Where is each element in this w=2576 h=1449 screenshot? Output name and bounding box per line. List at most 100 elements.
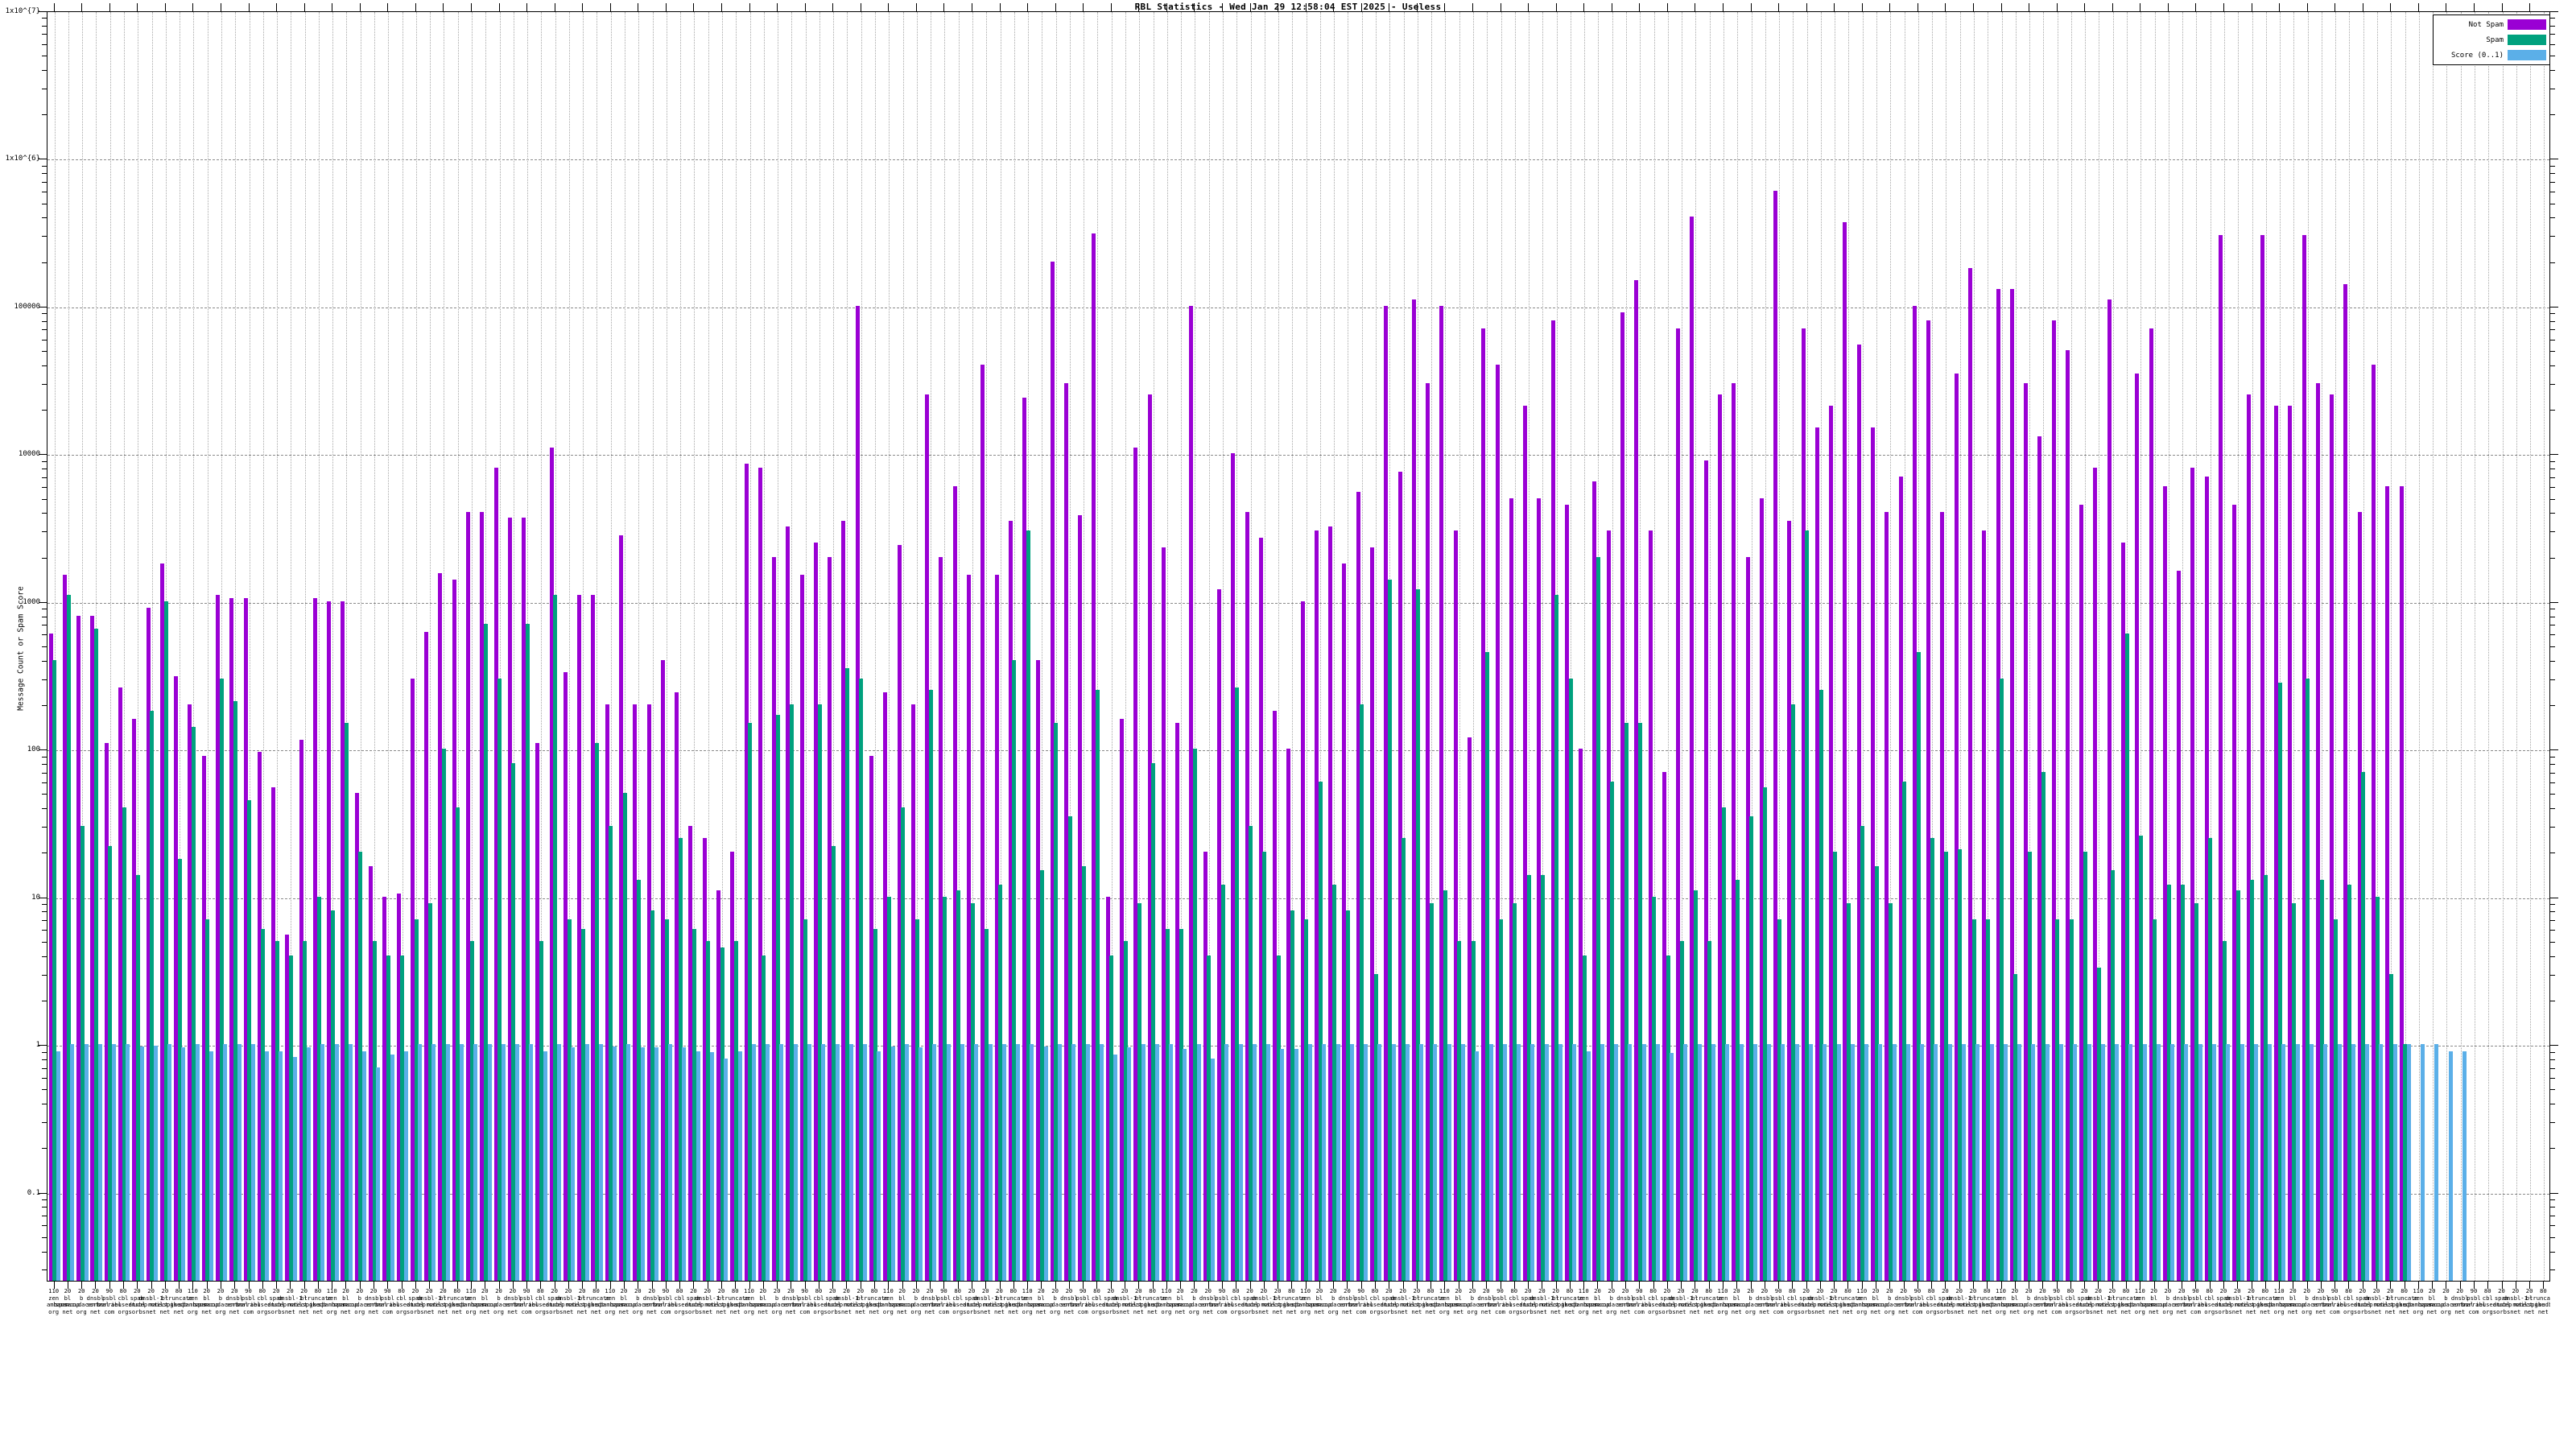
bar-score[interactable] xyxy=(418,1044,423,1281)
bar-group[interactable] xyxy=(243,12,255,1281)
bar-score[interactable] xyxy=(2017,1044,2022,1281)
bar-score[interactable] xyxy=(1266,1044,1271,1281)
bar-not-spam[interactable] xyxy=(104,742,109,1281)
bar-not-spam[interactable] xyxy=(1940,512,1945,1281)
bar-group[interactable] xyxy=(76,12,89,1281)
bar-spam[interactable] xyxy=(1749,815,1754,1281)
bar-score[interactable] xyxy=(1655,1044,1660,1281)
bar-spam[interactable] xyxy=(1818,690,1823,1281)
bar-group[interactable] xyxy=(799,12,811,1281)
bar-group[interactable] xyxy=(1885,12,1897,1281)
bar-score[interactable] xyxy=(751,1044,756,1281)
bar-spam[interactable] xyxy=(1012,659,1017,1281)
bar-spam[interactable] xyxy=(1054,722,1059,1281)
bar-score[interactable] xyxy=(1823,1044,1827,1281)
bar-not-spam[interactable] xyxy=(1481,328,1486,1281)
bar-group[interactable] xyxy=(1314,12,1327,1281)
bar-score[interactable] xyxy=(2212,1044,2217,1281)
bar-not-spam[interactable] xyxy=(2162,486,2167,1281)
bar-group[interactable] xyxy=(2037,12,2050,1281)
bar-spam[interactable] xyxy=(539,940,544,1281)
bar-score[interactable] xyxy=(292,1056,297,1281)
bar-score[interactable] xyxy=(1502,1044,1507,1281)
bar-not-spam[interactable] xyxy=(1036,659,1041,1281)
bar-score[interactable] xyxy=(1544,1044,1549,1281)
bar-spam[interactable] xyxy=(1318,781,1323,1281)
bar-spam[interactable] xyxy=(1902,781,1907,1281)
bar-spam[interactable] xyxy=(511,763,516,1281)
bar-score[interactable] xyxy=(2323,1044,2328,1281)
bar-not-spam[interactable] xyxy=(1717,394,1722,1281)
bar-group[interactable] xyxy=(1829,12,1841,1281)
bar-spam[interactable] xyxy=(831,845,836,1281)
bar-score[interactable] xyxy=(1349,1044,1354,1281)
bar-spam[interactable] xyxy=(2361,771,2366,1281)
bar-score[interactable] xyxy=(2058,1044,2063,1281)
bar-spam[interactable] xyxy=(1971,919,1976,1281)
bar-score[interactable] xyxy=(1739,1044,1744,1281)
bar-spam[interactable] xyxy=(386,955,390,1281)
bar-group[interactable] xyxy=(159,12,172,1281)
bar-group[interactable] xyxy=(1676,12,1688,1281)
bar-group[interactable] xyxy=(1411,12,1424,1281)
bar-not-spam[interactable] xyxy=(2079,504,2084,1281)
bar-group[interactable] xyxy=(201,12,214,1281)
bar-spam[interactable] xyxy=(456,807,460,1281)
bar-score[interactable] xyxy=(334,1044,339,1281)
bar-score[interactable] xyxy=(1572,1044,1577,1281)
bar-group[interactable] xyxy=(2497,12,2508,1281)
bar-spam[interactable] xyxy=(1109,955,1114,1281)
bar-not-spam[interactable] xyxy=(1912,305,1917,1281)
bar-spam[interactable] xyxy=(1484,652,1489,1281)
bar-score[interactable] xyxy=(779,1044,784,1281)
bar-spam[interactable] xyxy=(1666,955,1670,1281)
bar-not-spam[interactable] xyxy=(452,579,456,1281)
bar-group[interactable] xyxy=(2260,12,2273,1281)
bar-not-spam[interactable] xyxy=(980,364,985,1281)
bar-not-spam[interactable] xyxy=(1189,305,1194,1281)
bar-group[interactable] xyxy=(2162,12,2175,1281)
bar-group[interactable] xyxy=(828,12,840,1281)
bar-not-spam[interactable] xyxy=(605,704,609,1281)
bar-group[interactable] xyxy=(229,12,242,1281)
bar-not-spam[interactable] xyxy=(1120,718,1125,1281)
bar-score[interactable] xyxy=(932,1044,937,1281)
bar-spam[interactable] xyxy=(1429,903,1434,1281)
bar-group[interactable] xyxy=(522,12,534,1281)
bar-spam[interactable] xyxy=(678,837,683,1281)
bar-not-spam[interactable] xyxy=(869,755,874,1281)
bar-group[interactable] xyxy=(2301,12,2314,1281)
bar-not-spam[interactable] xyxy=(2288,406,2293,1281)
bar-spam[interactable] xyxy=(1290,910,1295,1281)
bar-group[interactable] xyxy=(507,12,520,1281)
bar-spam[interactable] xyxy=(956,890,961,1281)
bar-not-spam[interactable] xyxy=(118,687,123,1281)
bar-not-spam[interactable] xyxy=(1620,312,1625,1281)
bar-score[interactable] xyxy=(2421,1044,2425,1281)
bar-group[interactable] xyxy=(215,12,228,1281)
bar-spam[interactable] xyxy=(2153,919,2157,1281)
bar-group[interactable] xyxy=(2177,12,2189,1281)
bar-group[interactable] xyxy=(563,12,576,1281)
bar-spam[interactable] xyxy=(1735,879,1740,1281)
bar-spam[interactable] xyxy=(483,624,488,1281)
bar-group[interactable] xyxy=(1940,12,1952,1281)
bar-group[interactable] xyxy=(1231,12,1243,1281)
bar-score[interactable] xyxy=(390,1055,394,1281)
bar-spam[interactable] xyxy=(1123,940,1128,1281)
bar-not-spam[interactable] xyxy=(1286,749,1291,1281)
bar-spam[interactable] xyxy=(609,826,613,1281)
bar-not-spam[interactable] xyxy=(2149,328,2153,1281)
bar-score[interactable] xyxy=(821,1044,826,1281)
bar-score[interactable] xyxy=(1905,1044,1910,1281)
bar-not-spam[interactable] xyxy=(563,672,568,1281)
bar-group[interactable] xyxy=(952,12,965,1281)
bar-spam[interactable] xyxy=(873,929,877,1281)
bar-score[interactable] xyxy=(1641,1044,1646,1281)
bar-group[interactable] xyxy=(1453,12,1466,1281)
bar-score[interactable] xyxy=(126,1044,130,1281)
bar-not-spam[interactable] xyxy=(2274,406,2279,1281)
bar-group[interactable] xyxy=(1439,12,1451,1281)
bar-spam[interactable] xyxy=(664,919,669,1281)
bar-spam[interactable] xyxy=(1137,903,1141,1281)
